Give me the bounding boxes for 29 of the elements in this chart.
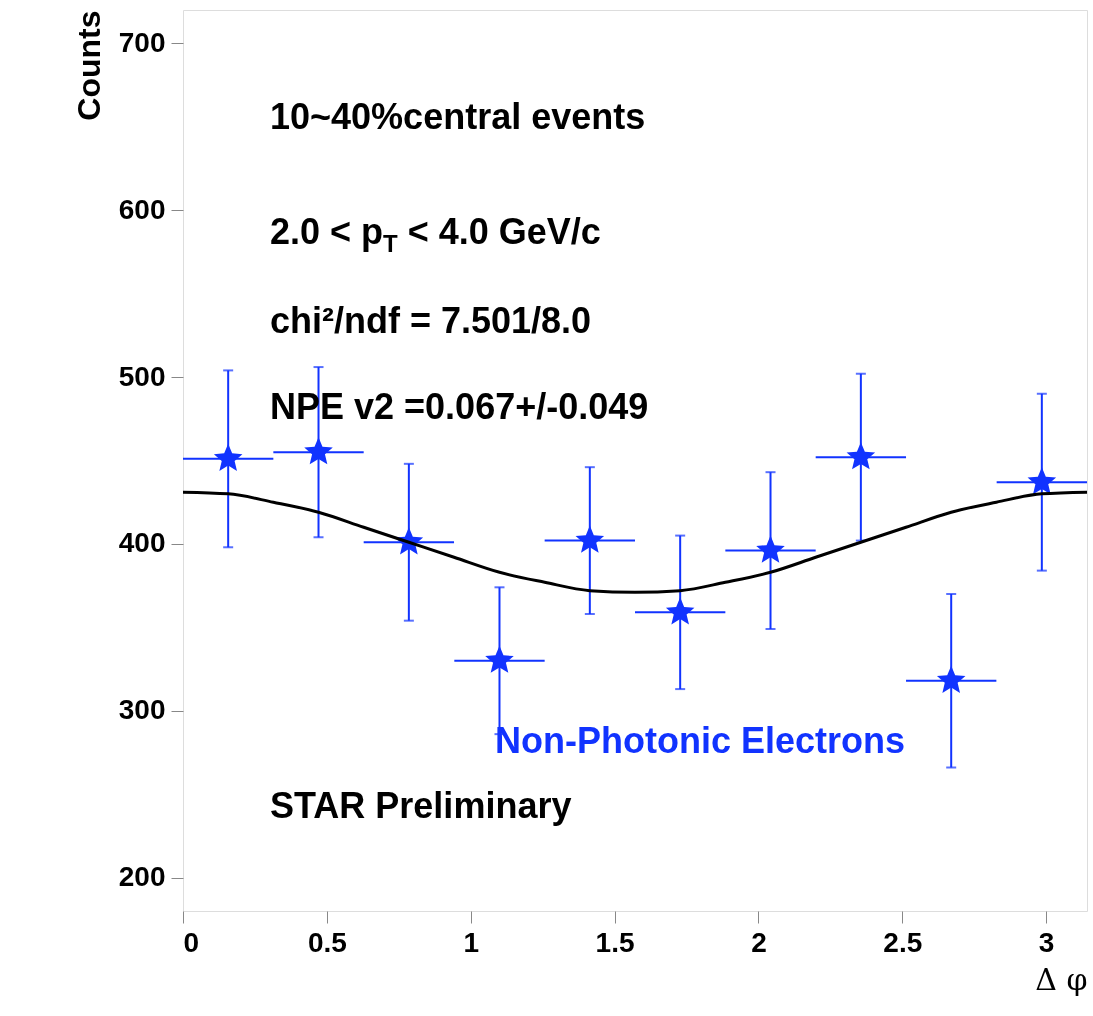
x-tick-label: 2.5	[883, 926, 923, 958]
point	[936, 665, 966, 693]
point	[665, 597, 695, 625]
x-tick-label: 3	[1038, 926, 1055, 958]
x-tick-label: 0.5	[307, 926, 347, 958]
line-series	[181, 490, 1089, 594]
x-tick-label: 1.5	[595, 926, 635, 958]
y-tick-label: 700	[118, 26, 166, 58]
annotation: 10~40%central events	[270, 96, 646, 137]
annotation: chi²/ndf = 7.501/8.0	[270, 300, 592, 341]
y-tick-label: 600	[118, 193, 166, 225]
x-axis-title: Δ φ	[1035, 961, 1088, 997]
point	[1027, 467, 1057, 495]
point	[485, 645, 514, 673]
annotation: STAR Preliminary	[270, 785, 572, 826]
point	[846, 442, 876, 470]
point	[756, 535, 785, 563]
series-label: Non-Photonic Electrons	[494, 720, 906, 761]
y-axis-title: Counts	[70, 10, 107, 121]
y-tick-label: 300	[118, 694, 166, 726]
point	[213, 443, 243, 471]
point	[575, 525, 605, 553]
x-tick-label: 1	[463, 926, 479, 958]
x-tick-label: 0	[183, 926, 200, 958]
y-tick-label: 200	[118, 861, 166, 893]
point	[304, 437, 333, 465]
x-tick-label: 2	[751, 926, 767, 958]
y-tick-label: 400	[118, 527, 166, 559]
y-tick-label: 500	[118, 360, 166, 392]
